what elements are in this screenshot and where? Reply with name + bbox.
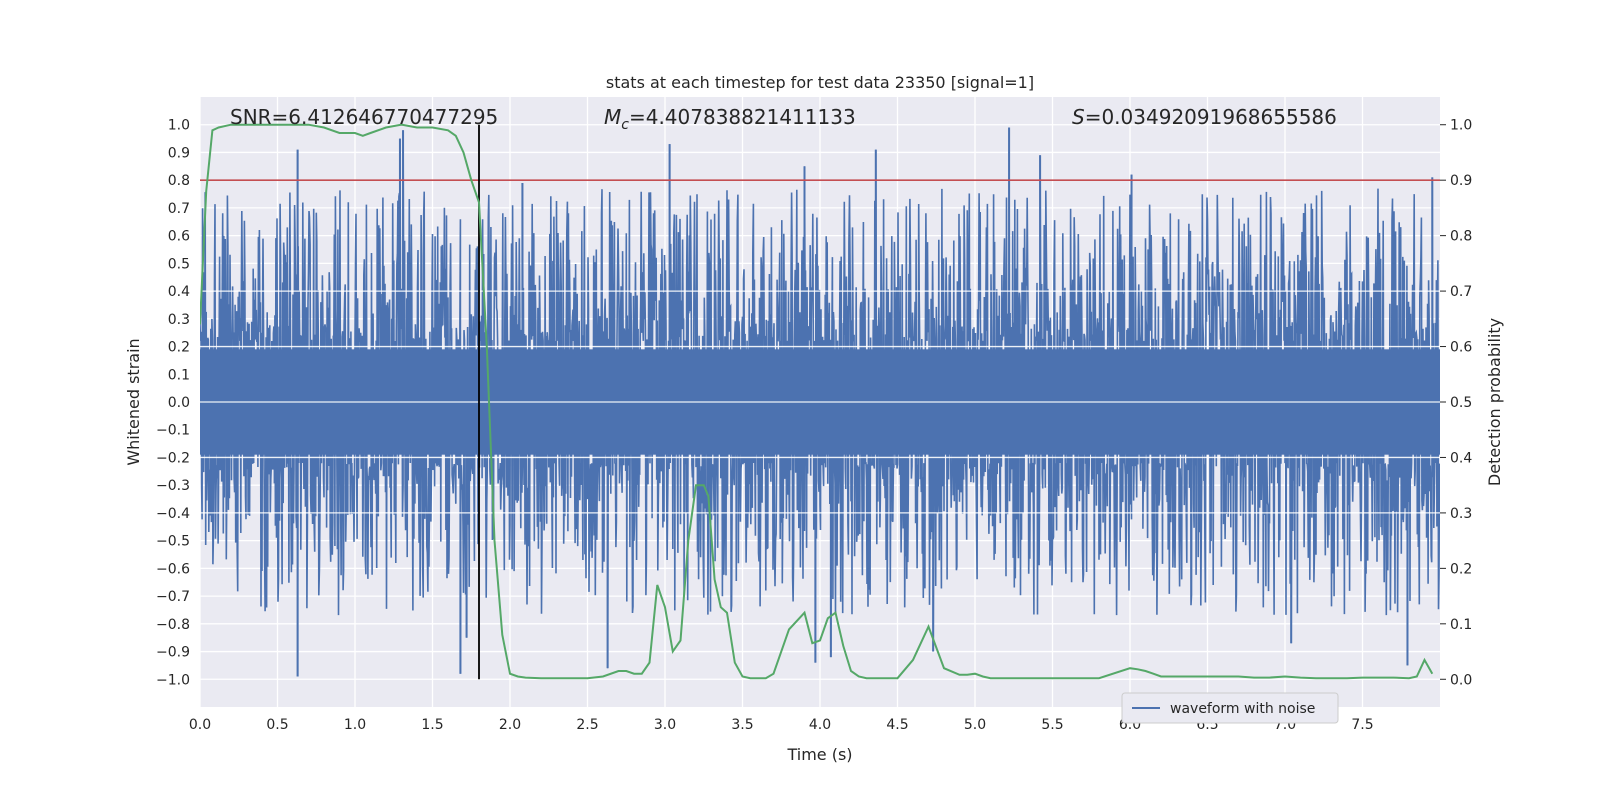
chirp-mass-symbol: M (604, 105, 621, 129)
x-tick-label: 0.0 (189, 717, 211, 733)
legend: waveform with noise (1121, 692, 1339, 724)
x-tick-label: 7.5 (1351, 717, 1373, 733)
y-axis-label-left: Whitened strain (124, 338, 143, 465)
y-tick-label-left: 0.6 (168, 229, 190, 245)
y-tick-label-left: −0.2 (156, 450, 190, 466)
detection-probability-line (200, 123, 1434, 680)
y-tick-label-left: −0.8 (156, 617, 190, 633)
x-tick-label: 2.0 (499, 717, 521, 733)
x-tick-label: 1.5 (421, 717, 443, 733)
legend-label: waveform with noise (1170, 701, 1315, 717)
x-tick-label: 5.0 (964, 717, 986, 733)
chirp-mass-subscript: c (621, 117, 629, 133)
y-tick-label-right: 0.6 (1450, 340, 1472, 356)
y-tick-label-left: −0.9 (156, 645, 190, 661)
y-axis-label-right: Detection probability (1485, 318, 1504, 486)
y-tick-label-left: −0.3 (156, 478, 190, 494)
y-tick-label-right: 0.0 (1450, 672, 1472, 688)
x-tick-label: 5.5 (1041, 717, 1063, 733)
y-tick-label-right: 0.2 (1450, 561, 1472, 577)
x-tick-label: 2.5 (576, 717, 598, 733)
chart-title: stats at each timestep for test data 233… (606, 73, 1034, 92)
y-tick-label-right: 0.3 (1450, 506, 1472, 522)
chirp-mass-value: =4.407838821411133 (629, 105, 856, 129)
y-tick-label-left: −0.6 (156, 561, 190, 577)
snr-annotation: SNR=6.412646770477295 (230, 105, 498, 129)
x-axis-label: Time (s) (786, 745, 852, 764)
y-tick-label-right: 0.5 (1450, 395, 1472, 411)
y-tick-label-left: 0.3 (168, 312, 190, 328)
y-tick-label-right: 0.1 (1450, 617, 1472, 633)
x-tick-label: 1.0 (344, 717, 366, 733)
y-tick-label-left: 0.9 (168, 145, 190, 161)
x-tick-label: 3.0 (654, 717, 676, 733)
y-tick-label-left: 0.7 (168, 201, 190, 217)
waveform-series (200, 127, 1440, 677)
x-tick-label: 4.5 (886, 717, 908, 733)
y-tick-label-left: 0.4 (168, 284, 190, 300)
y-tick-label-left: −0.1 (156, 423, 190, 439)
s-value: =0.03492091968655586 (1085, 105, 1337, 129)
x-tick-label: 3.5 (731, 717, 753, 733)
y-tick-label-left: 0.8 (168, 173, 190, 189)
y-tick-label-right: 0.4 (1450, 450, 1472, 466)
y-tick-label-left: −0.7 (156, 589, 190, 605)
y-tick-label-right: 0.8 (1450, 229, 1472, 245)
y-tick-label-left: −1.0 (156, 672, 190, 688)
s-annotation: S=0.03492091968655586 (1072, 105, 1337, 129)
y-tick-label-right: 1.0 (1450, 118, 1472, 134)
y-tick-label-left: 0.5 (168, 256, 190, 272)
y-tick-label-left: −0.5 (156, 534, 190, 550)
chirp-mass-annotation: Mc=4.407838821411133 (604, 105, 856, 133)
y-tick-label-left: 0.1 (168, 367, 190, 383)
y-tick-label-left: 1.0 (168, 118, 190, 134)
legend-box (1121, 692, 1339, 724)
y-tick-label-left: −0.4 (156, 506, 190, 522)
y-tick-label-right: 0.7 (1450, 284, 1472, 300)
x-tick-label: 4.0 (809, 717, 831, 733)
y-tick-label-right: 0.9 (1450, 173, 1472, 189)
x-tick-label: 0.5 (266, 717, 288, 733)
y-tick-label-left: 0.2 (168, 340, 190, 356)
s-symbol: S (1072, 105, 1085, 129)
y-tick-label-left: 0.0 (168, 395, 190, 411)
